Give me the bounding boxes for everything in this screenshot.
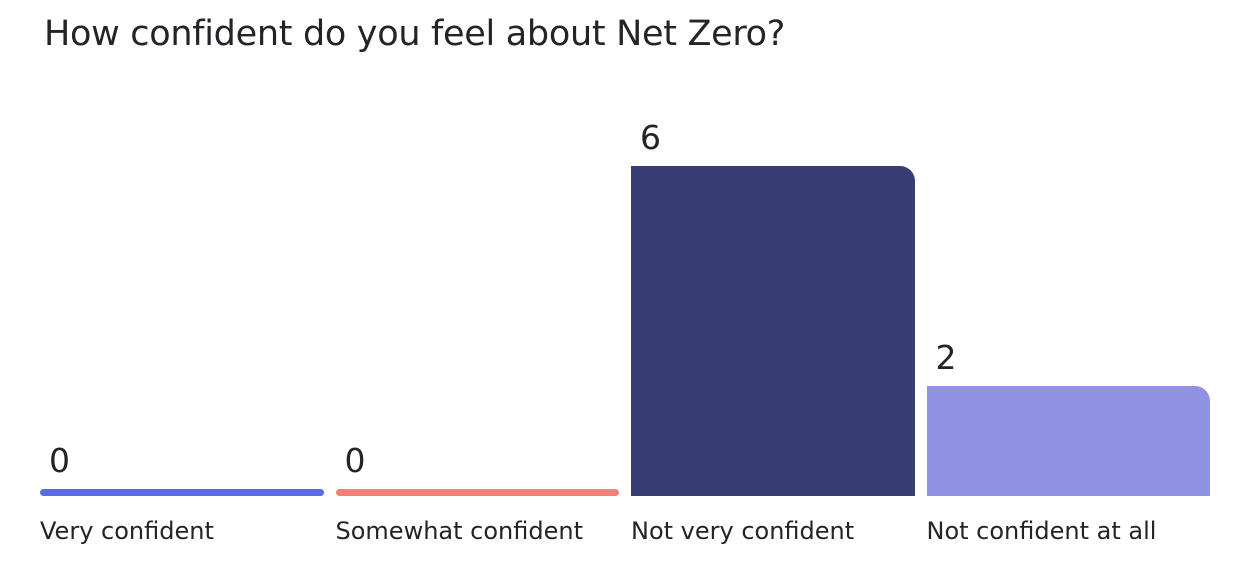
bar-column-3: 6 Not very confident [631, 0, 915, 570]
chart-title: How confident do you feel about Net Zero… [44, 14, 786, 54]
bar-category-label: Somewhat confident [335, 517, 583, 545]
bar-column-1: 0 Very confident [40, 0, 324, 570]
bar-value-label: 0 [49, 441, 70, 480]
bar-value-label: 6 [640, 118, 661, 157]
plot-area: 0 Very confident 0 Somewhat confident 6 … [40, 0, 1210, 570]
bar-column-4: 2 Not confident at all [926, 0, 1210, 570]
bar-value-label: 2 [935, 338, 957, 377]
bar [40, 489, 324, 496]
bar-category-label: Very confident [40, 517, 214, 545]
bar [335, 489, 619, 496]
bar-category-label: Not confident at all [926, 517, 1157, 545]
bar [631, 166, 915, 496]
bar-column-2: 0 Somewhat confident [335, 0, 619, 570]
bar [926, 386, 1210, 496]
bar-value-label: 0 [344, 441, 366, 480]
bar-category-label: Not very confident [631, 517, 855, 545]
